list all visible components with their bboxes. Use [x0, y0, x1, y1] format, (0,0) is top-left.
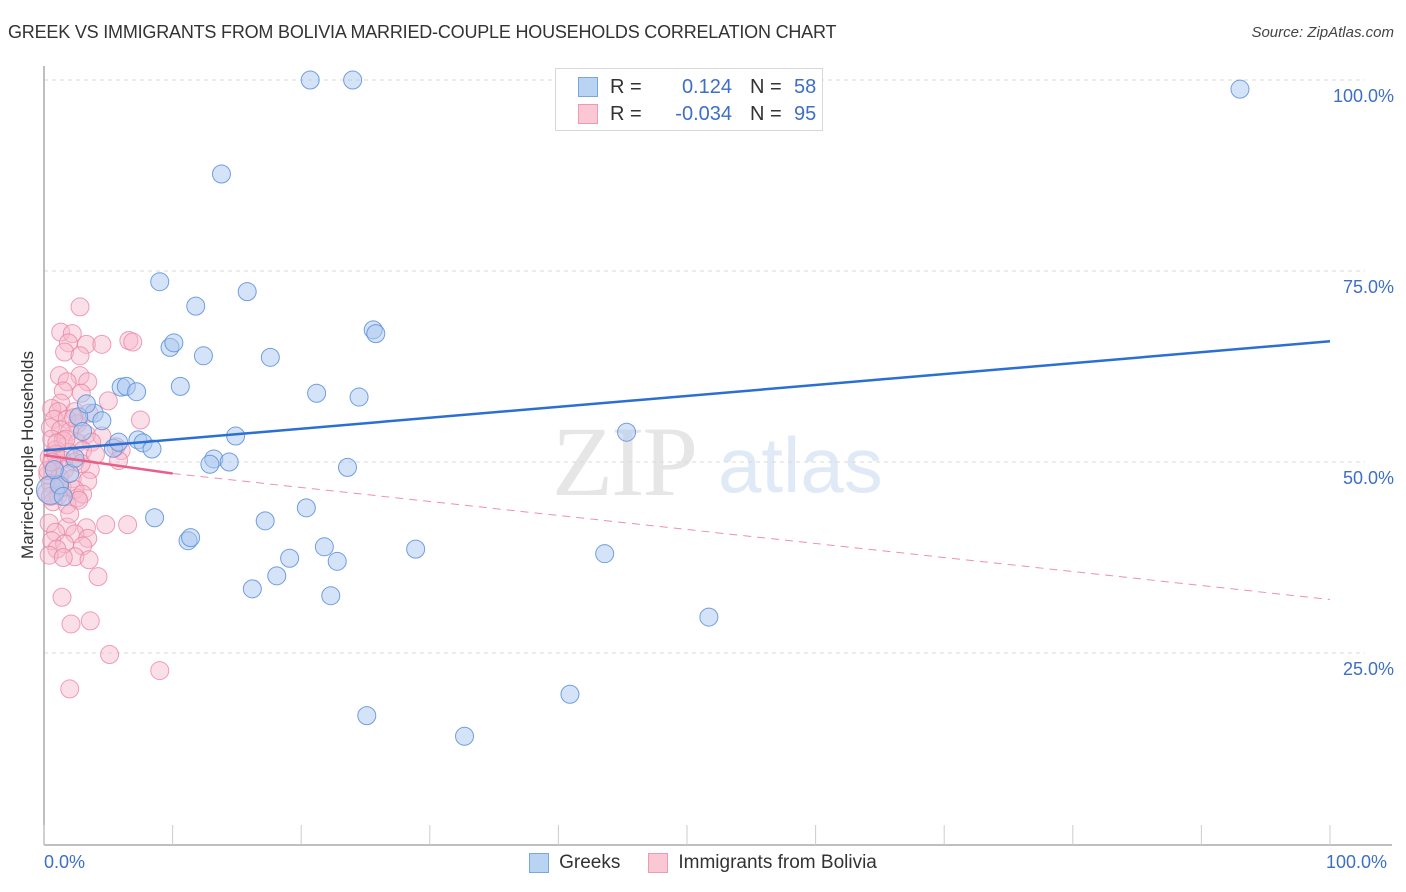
r-label: R =: [610, 102, 642, 125]
legend-item-greeks[interactable]: Greeks: [529, 852, 620, 874]
greeks-swatch-icon: [529, 853, 550, 873]
y-tick-25: 25.0%: [1342, 659, 1394, 679]
y-tick-100: 100.0%: [1332, 86, 1394, 106]
n-value: 58: [794, 75, 817, 98]
gridlines: [44, 79, 1365, 654]
bolivia-swatch-icon: [648, 853, 669, 873]
x-tick-100: 100.0%: [1326, 852, 1388, 872]
n-label: N =: [750, 102, 782, 125]
y-tick-75: 75.0%: [1342, 277, 1394, 297]
axes: [43, 66, 1392, 846]
r-value: 0.124: [681, 75, 732, 98]
legend-row-bolivia: R = -0.034 N = 95: [578, 102, 816, 126]
watermark-atlas: atlas: [718, 421, 883, 509]
correlation-legend: R = 0.124 N = 58 R = -0.034 N = 95: [555, 68, 823, 131]
n-label: N =: [750, 75, 782, 98]
chart-title: GREEK VS IMMIGRANTS FROM BOLIVIA MARRIED…: [8, 22, 837, 42]
series-legend: Greeks Immigrants from Bolivia: [0, 852, 1406, 874]
legend-label-bolivia: Immigrants from Bolivia: [678, 852, 877, 873]
n-value: 95: [794, 102, 817, 125]
greeks-points: [35, 70, 1250, 746]
bolivia-swatch-icon: [578, 104, 598, 124]
r-value: -0.034: [675, 102, 732, 125]
source-label: Source: ZipAtlas.com: [1251, 24, 1394, 41]
trend-lines: [43, 340, 1331, 601]
legend-label-greeks: Greeks: [559, 852, 621, 873]
r-label: R =: [610, 75, 642, 98]
legend-row-greeks: R = 0.124 N = 58: [578, 75, 816, 99]
y-tick-50: 50.0%: [1342, 468, 1394, 488]
greeks-swatch-icon: [578, 77, 598, 97]
x-tick-0: 0.0%: [44, 852, 86, 872]
legend-item-bolivia[interactable]: Immigrants from Bolivia: [648, 852, 877, 874]
